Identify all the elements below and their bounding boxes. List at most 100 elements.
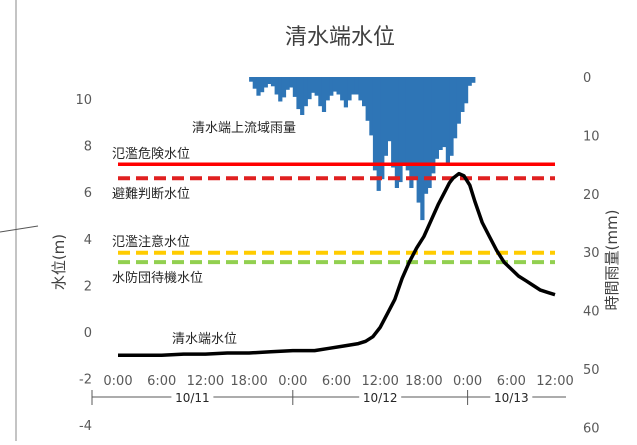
rain-bar (347, 77, 352, 101)
rain-bar (314, 77, 319, 96)
rain-bar (405, 77, 410, 171)
rain-bar (376, 77, 381, 191)
rain-bar (281, 77, 287, 98)
rain-bar (300, 77, 305, 115)
x-axis-tick: 12:00 (361, 374, 398, 389)
rain-bar (252, 77, 257, 89)
x-axis-tick: 6:00 (147, 374, 176, 389)
rain-bar (362, 77, 367, 107)
rain-bar (460, 77, 465, 112)
rain-bar (270, 77, 276, 87)
right-axis-tick: 40 (583, 305, 600, 320)
rain-bar (427, 77, 432, 188)
rain-bar (289, 77, 294, 88)
rain-bar (351, 77, 356, 95)
threshold-label: 氾濫危険水位 (112, 147, 190, 162)
left-axis-tick: -4 (79, 419, 92, 434)
water-level-series-label: 清水端水位 (172, 332, 237, 347)
left-axis-tick: 0 (84, 326, 92, 341)
water-level-line (118, 171, 556, 358)
rain-bar (434, 77, 439, 159)
rain-bar (372, 77, 378, 171)
rain-bar (325, 77, 330, 101)
y-axis-title: 水位(m) (50, 234, 68, 290)
rain-bar (380, 77, 385, 180)
rain-bar (442, 77, 447, 148)
right-axis-tick: 50 (583, 363, 600, 378)
rain-bar (267, 77, 272, 84)
rain-bar (332, 77, 338, 92)
rain-bar (303, 77, 308, 107)
right-axis-tick: 0 (583, 71, 591, 86)
left-axis-tick: 4 (84, 233, 92, 248)
threshold-label: 水防団待機水位 (112, 270, 203, 286)
rain-bar (274, 77, 279, 95)
rain-bar (307, 77, 312, 100)
rain-bar (285, 77, 290, 90)
rain-bar (369, 77, 374, 136)
x-axis-tick: 0:00 (103, 374, 132, 389)
rain-bar (402, 77, 407, 165)
x-axis-tick: 6:00 (322, 374, 351, 389)
x-axis-tick: 12:00 (536, 374, 573, 389)
x-axis-tick: 12:00 (187, 374, 224, 389)
rain-bar (249, 77, 254, 82)
date-label-bg (490, 390, 533, 404)
rain-bar (311, 77, 316, 93)
rain-bar (343, 77, 348, 108)
rain-bar (336, 77, 341, 95)
rain-bar (387, 77, 392, 142)
rain-bar (416, 77, 421, 203)
rain-bar (340, 77, 345, 101)
left-axis-tick: 8 (84, 140, 92, 155)
right-axis-tick: 30 (583, 246, 600, 261)
rain-bar (260, 77, 265, 93)
x-axis-tick: 18:00 (230, 374, 267, 389)
rain-bar (464, 77, 469, 104)
right-axis-tick: 20 (583, 188, 600, 203)
rain-bar (318, 77, 323, 107)
rain-bar (354, 77, 359, 95)
rain-bar (471, 77, 476, 83)
rain-bar (431, 77, 436, 174)
rain-bar (383, 77, 388, 156)
rain-bar (296, 77, 301, 110)
rain-bar (449, 77, 454, 156)
x-axis-tick: 6:00 (497, 374, 526, 389)
left-axis-tick: 2 (84, 279, 92, 294)
x-axis-tick: 0:00 (453, 374, 482, 389)
threshold-label: 避難判断水位 (112, 187, 190, 202)
date-label: 10/11 (175, 391, 210, 405)
rain-bar (423, 77, 429, 194)
rain-bar (394, 77, 399, 188)
rain-bar (413, 77, 418, 180)
rain-bar (365, 77, 370, 121)
rain-bar (445, 77, 450, 165)
left-axis-tick: 6 (84, 186, 92, 201)
rain-bar (398, 77, 403, 183)
date-label-bg (171, 390, 214, 404)
rain-bar (420, 77, 425, 221)
y2-axis-title: 時間雨量(mm) (603, 210, 621, 311)
rain-bar (409, 77, 414, 188)
date-label: 10/12 (363, 391, 398, 405)
rain-bar (453, 77, 458, 139)
date-label-bg (359, 390, 402, 404)
chart-title: 清水端水位 (285, 25, 395, 50)
rain-bar (467, 77, 472, 86)
rain-bar (329, 77, 334, 96)
rain-bar (456, 77, 461, 124)
rain-bar (263, 77, 268, 88)
leader-line (0, 225, 39, 233)
right-axis-tick: 60 (583, 421, 600, 436)
x-axis-tick: 0:00 (278, 374, 307, 389)
rain-bar (391, 77, 396, 168)
rain-series-label: 清水端上流域雨量 (192, 121, 296, 136)
rain-bar (292, 77, 297, 97)
rain-bar (321, 77, 327, 112)
rain-bar (256, 77, 261, 96)
right-axis-tick: 10 (583, 129, 600, 144)
x-axis-tick: 18:00 (405, 374, 442, 389)
